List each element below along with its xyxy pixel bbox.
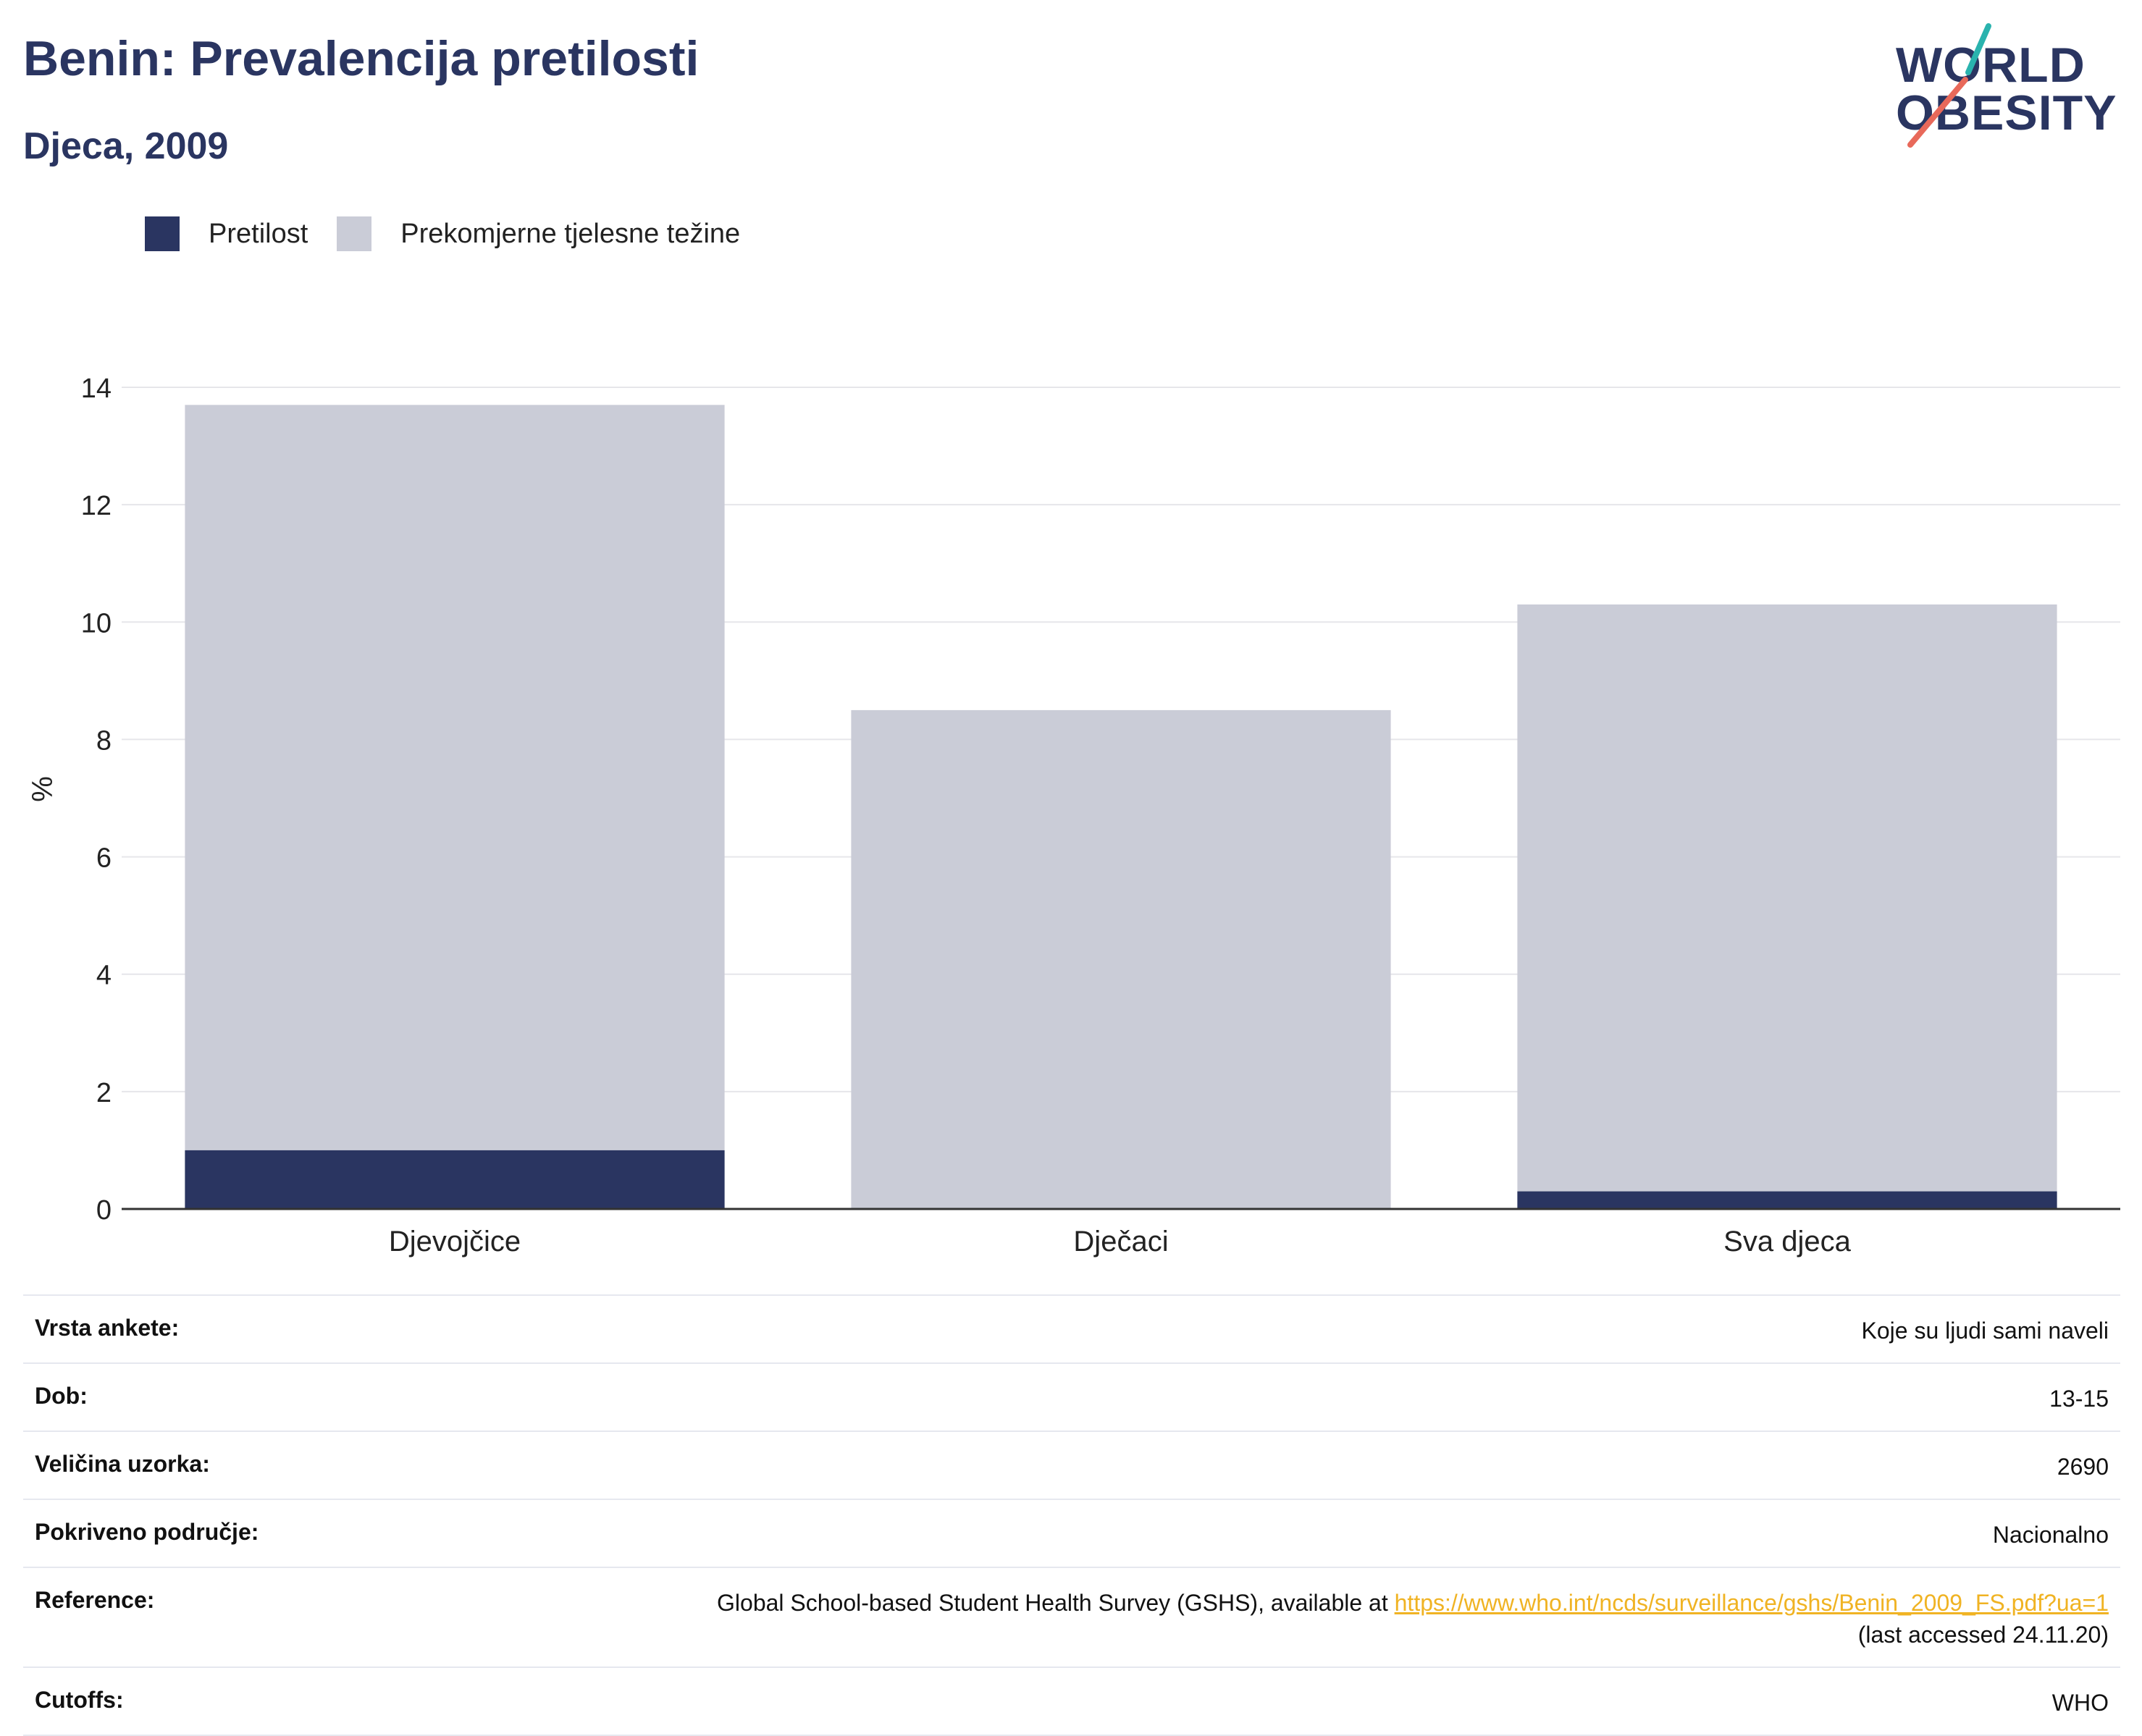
x-tick-label: Djevojčice — [389, 1226, 521, 1257]
meta-value: 2690 — [2057, 1454, 2109, 1480]
bar-prekomjerne-3 — [1517, 604, 2057, 1209]
bar-prekomjerne-1 — [185, 405, 725, 1209]
legend-item-pretilost: Pretilost — [145, 216, 308, 251]
y-tick-label: 8 — [96, 725, 112, 756]
y-tick-label: 2 — [96, 1078, 112, 1108]
reference-text: Global School-based Student Health Surve… — [717, 1590, 1395, 1616]
meta-value: Koje su ljudi sami naveli — [1861, 1318, 2109, 1344]
legend-swatch — [145, 216, 180, 251]
bar-prekomjerne-2 — [851, 709, 1391, 1209]
page-title: Benin: Prevalencija pretilosti — [23, 31, 700, 86]
meta-value: Nacionalno — [1992, 1522, 2109, 1548]
meta-value: 13-15 — [2049, 1386, 2109, 1412]
meta-row-reference: Reference: Global School-based Student H… — [23, 1568, 2120, 1668]
x-tick-label: Dječaci — [1073, 1226, 1168, 1257]
y-axis-label: % — [27, 776, 59, 802]
bar-pretilost-1 — [185, 1150, 725, 1209]
meta-row-sample-size: Veličina uzorka: 2690 — [23, 1432, 2120, 1500]
meta-key: Cutoffs: — [35, 1687, 124, 1713]
meta-key: Vrsta ankete: — [35, 1315, 180, 1341]
meta-row-age: Dob: 13-15 — [23, 1364, 2120, 1432]
meta-row-survey-type: Vrsta ankete: Koje su ljudi sami naveli — [23, 1296, 2120, 1364]
logo-line-1: WORLD — [1896, 38, 2086, 93]
chart-legend: Pretilost Prekomjerne tjelesne težine — [145, 216, 769, 252]
meta-key: Pokriveno područje: — [35, 1519, 259, 1545]
y-tick-label: 14 — [81, 374, 112, 404]
logo-slash-icon — [1907, 23, 1991, 148]
y-tick-label: 6 — [96, 843, 112, 874]
meta-key: Reference: — [35, 1587, 155, 1613]
x-tick-label: Sva djeca — [1723, 1226, 1851, 1257]
bar-chart: 0 2 4 6 8 10 12 14 Djevojčice Dječaci Sva djeca % — [27, 374, 2120, 1257]
logo-line-2: OBESITY — [1896, 85, 2117, 140]
y-tick-label: 0 — [96, 1195, 112, 1226]
world-obesity-logo: WORLD OBESITY — [1890, 20, 2129, 151]
reference-accessed: (last accessed 24.11.20) — [1857, 1622, 2109, 1648]
meta-key: Veličina uzorka: — [35, 1451, 210, 1477]
legend-label: Pretilost — [209, 218, 308, 249]
y-tick-label: 4 — [96, 961, 112, 991]
meta-row-area: Pokriveno područje: Nacionalno — [23, 1500, 2120, 1568]
meta-value: Global School-based Student Health Surve… — [717, 1587, 2109, 1651]
meta-row-cutoffs: Cutoffs: WHO — [23, 1668, 2120, 1736]
y-tick-label: 12 — [81, 491, 112, 521]
legend-label: Prekomjerne tjelesne težine — [400, 218, 741, 249]
survey-metadata-table: Vrsta ankete: Koje su ljudi sami naveli … — [23, 1294, 2120, 1736]
y-tick-label: 10 — [81, 608, 112, 639]
meta-key: Dob: — [35, 1383, 88, 1409]
legend-item-prekomjerne: Prekomjerne tjelesne težine — [337, 216, 740, 251]
reference-link[interactable]: https://www.who.int/ncds/surveillance/gs… — [1394, 1590, 2109, 1616]
bar-pretilost-3 — [1517, 1191, 2057, 1209]
legend-swatch — [337, 216, 372, 251]
meta-value: WHO — [2051, 1690, 2109, 1716]
page-subtitle: Djeca, 2009 — [23, 125, 229, 167]
